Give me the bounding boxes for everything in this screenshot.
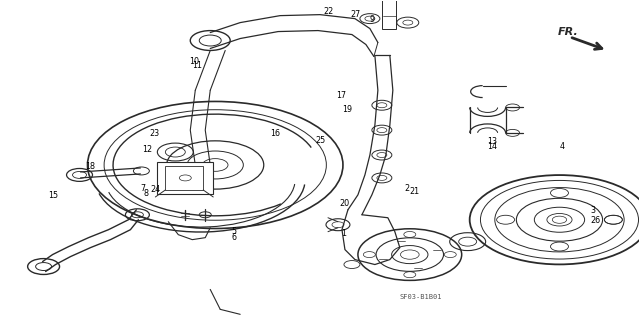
Text: 16: 16 (271, 129, 280, 138)
Text: 3: 3 (591, 206, 596, 215)
Bar (382, 0, 396, 29)
Text: 17: 17 (337, 92, 347, 100)
Text: 14: 14 (487, 142, 497, 151)
Text: 19: 19 (342, 105, 353, 114)
Text: 4: 4 (559, 142, 564, 151)
Text: 22: 22 (324, 7, 334, 16)
Text: 8: 8 (144, 189, 148, 198)
Text: 20: 20 (339, 199, 349, 208)
Text: 2: 2 (404, 184, 410, 193)
Text: SF03-B1B01: SF03-B1B01 (400, 294, 442, 300)
Text: 5: 5 (232, 227, 237, 236)
Text: 15: 15 (49, 190, 59, 200)
Text: 12: 12 (143, 145, 152, 154)
Text: 6: 6 (232, 233, 237, 242)
Text: 7: 7 (140, 184, 145, 193)
Bar (165, 166, 204, 190)
Text: 23: 23 (149, 129, 159, 138)
Text: FR.: FR. (557, 26, 578, 37)
Text: 21: 21 (410, 187, 420, 196)
Text: 10: 10 (189, 56, 198, 65)
Text: 9: 9 (370, 15, 375, 24)
Text: 25: 25 (315, 136, 325, 145)
Text: 24: 24 (151, 185, 161, 194)
Text: 18: 18 (85, 162, 95, 171)
Text: 11: 11 (192, 61, 202, 70)
Text: 13: 13 (487, 137, 497, 145)
Text: 27: 27 (351, 10, 361, 19)
Bar (157, 162, 213, 194)
Text: 26: 26 (591, 216, 601, 225)
Text: 1: 1 (341, 229, 346, 238)
